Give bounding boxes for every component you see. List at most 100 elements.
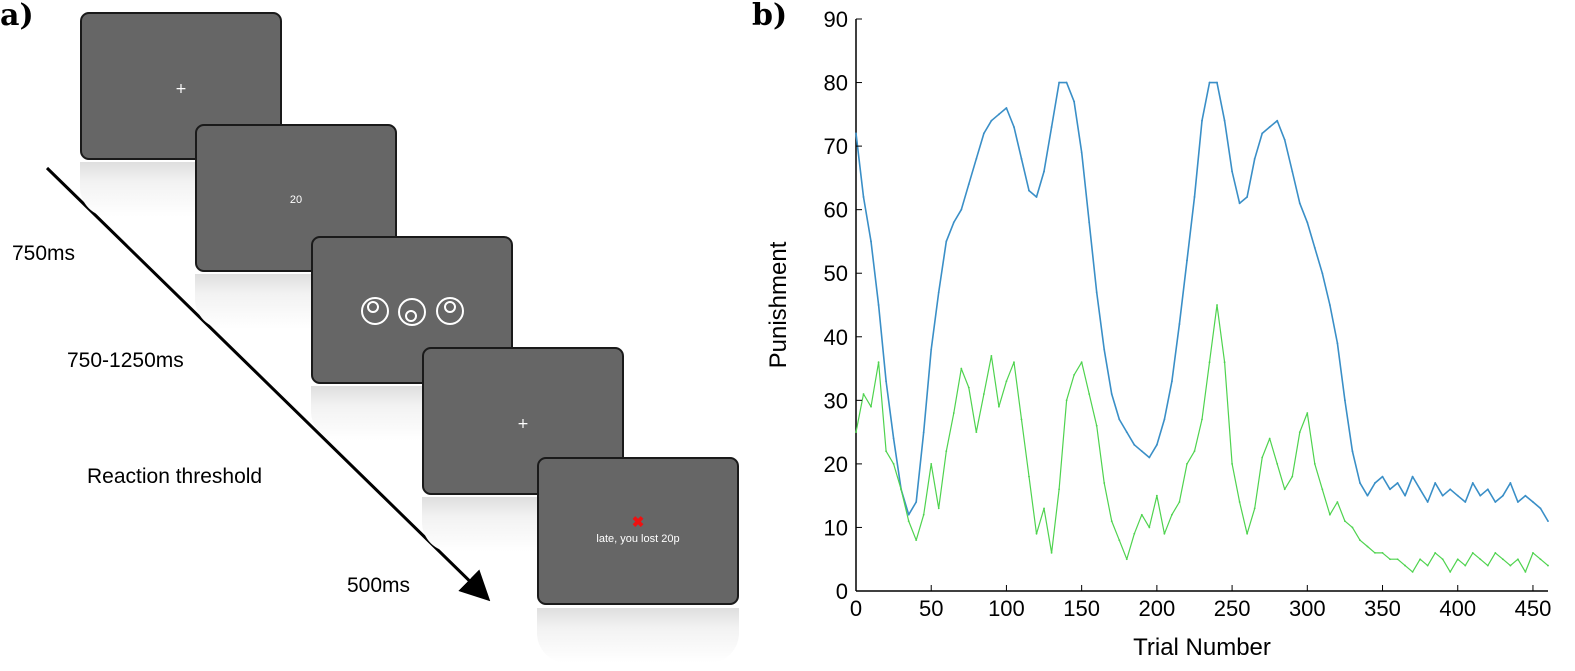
- x-tick-label: 250: [1214, 596, 1251, 621]
- data-point: [1110, 393, 1113, 395]
- data-point: [877, 361, 880, 364]
- data-point: [1426, 501, 1429, 503]
- data-point: [1366, 494, 1369, 497]
- data-point: [1133, 443, 1136, 446]
- series-line-0: [855, 81, 1549, 522]
- y-tick-label: 40: [824, 325, 848, 350]
- x-tick-label: 200: [1139, 596, 1176, 621]
- data-point: [1396, 482, 1399, 484]
- cue-value: 20: [289, 194, 303, 206]
- data-point: [1359, 482, 1361, 484]
- data-point: [1298, 431, 1301, 434]
- data-point: [1058, 488, 1060, 491]
- x-tick-label: 350: [1364, 596, 1401, 621]
- series-line-1: [855, 304, 1549, 573]
- data-point: [1547, 564, 1549, 567]
- data-point: [1434, 482, 1437, 484]
- data-point: [1419, 558, 1422, 561]
- data-point: [1351, 450, 1354, 453]
- data-point: [915, 501, 918, 503]
- data-point: [1186, 462, 1188, 465]
- data-point: [1313, 462, 1316, 465]
- data-point: [975, 157, 978, 160]
- data-point: [1456, 558, 1459, 561]
- data-point: [907, 513, 910, 516]
- data-point: [1020, 418, 1023, 421]
- data-point: [1486, 488, 1489, 491]
- data-point: [877, 304, 880, 306]
- data-point: [1344, 520, 1346, 522]
- data-point: [1336, 501, 1339, 503]
- x-tick-label: 400: [1439, 596, 1476, 621]
- timing-label: Reaction threshold: [87, 465, 263, 488]
- data-point: [1223, 119, 1226, 122]
- data-point: [1381, 475, 1384, 478]
- screen-reflection: [537, 608, 739, 663]
- data-point: [1479, 494, 1482, 497]
- data-point: [1058, 81, 1060, 84]
- y-tick-label: 30: [824, 388, 848, 413]
- data-point: [1253, 507, 1256, 510]
- x-axis-label: Trial Number: [1133, 634, 1271, 661]
- data-point: [1080, 151, 1083, 154]
- y-tick-label: 10: [824, 515, 848, 540]
- data-point: [862, 393, 865, 395]
- feedback-message: late, you lost 20p: [596, 533, 680, 545]
- data-point: [1140, 513, 1143, 516]
- data-point: [1381, 551, 1384, 554]
- data-point: [1238, 202, 1241, 205]
- data-point: [1456, 494, 1459, 497]
- data-point: [1524, 571, 1527, 573]
- data-point: [907, 520, 910, 522]
- y-tick-label: 50: [824, 261, 848, 286]
- data-point: [1411, 475, 1414, 478]
- data-point: [1133, 532, 1136, 535]
- data-point: [1449, 488, 1452, 491]
- data-point: [1268, 437, 1271, 440]
- data-point: [922, 513, 925, 516]
- data-point: [1539, 507, 1542, 510]
- data-point: [1073, 374, 1076, 376]
- data-point: [1539, 558, 1542, 561]
- timing-label: 750ms: [12, 242, 76, 265]
- y-tick-label: 20: [824, 452, 848, 477]
- data-point: [937, 507, 940, 510]
- data-point: [1080, 361, 1083, 364]
- y-tick-label: 60: [824, 198, 848, 223]
- data-point: [1471, 482, 1474, 484]
- data-point: [1359, 539, 1361, 542]
- data-point: [1404, 564, 1406, 567]
- data-point: [862, 196, 865, 198]
- data-point: [945, 240, 948, 243]
- data-point: [1411, 571, 1414, 573]
- data-point: [900, 488, 903, 491]
- data-point: [1201, 119, 1203, 122]
- data-point: [1013, 126, 1015, 128]
- data-point: [1464, 564, 1467, 567]
- x-tick-label: 150: [1063, 596, 1100, 621]
- data-point: [960, 367, 963, 370]
- y-axis-label: Punishment: [765, 241, 792, 368]
- fixation-cross: +: [175, 81, 187, 97]
- data-point: [855, 431, 857, 434]
- data-point: [1238, 501, 1241, 503]
- data-point: [1186, 259, 1188, 262]
- data-point: [1155, 494, 1158, 497]
- data-point: [1374, 551, 1376, 554]
- data-point: [952, 221, 955, 224]
- data-point: [1494, 551, 1497, 554]
- data-point: [1366, 545, 1369, 548]
- data-point: [1396, 558, 1399, 561]
- data-point: [1253, 157, 1256, 160]
- data-point: [1441, 494, 1444, 497]
- data-point: [1148, 456, 1151, 459]
- data-point: [1095, 424, 1098, 427]
- data-point: [1246, 532, 1249, 535]
- data-point: [1532, 501, 1534, 503]
- data-point: [870, 405, 872, 408]
- data-point: [1231, 170, 1233, 173]
- data-point: [1517, 558, 1519, 561]
- data-point: [1509, 482, 1512, 484]
- data-point: [930, 348, 933, 351]
- data-point: [982, 393, 985, 395]
